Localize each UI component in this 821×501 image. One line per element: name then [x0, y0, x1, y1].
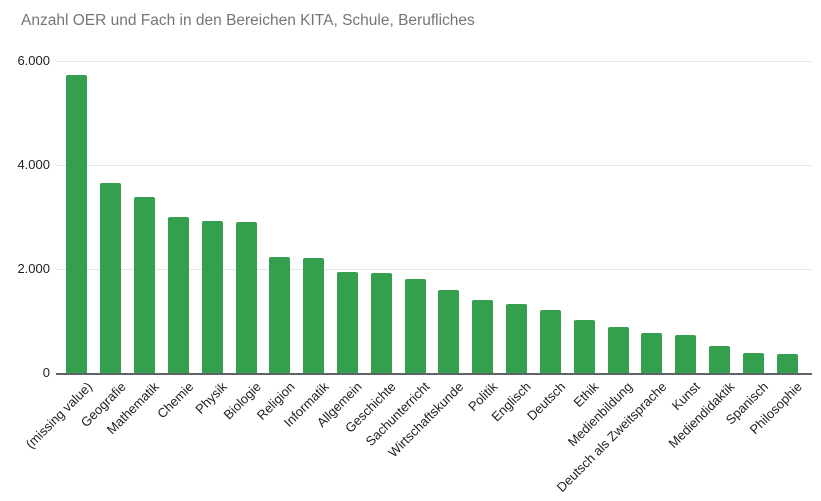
bar	[708, 345, 730, 373]
bar	[66, 74, 88, 373]
bar	[539, 309, 561, 373]
x-axis-label: Chemie	[153, 379, 196, 422]
bar	[675, 335, 697, 373]
gridline	[56, 165, 812, 166]
bar	[472, 300, 494, 373]
bar	[269, 256, 291, 373]
bar	[506, 303, 528, 373]
bar	[336, 272, 358, 373]
gridline	[56, 61, 812, 62]
bar	[167, 217, 189, 373]
y-axis-tick-label: 2.000	[17, 261, 50, 276]
bar	[134, 197, 156, 373]
bar	[607, 327, 629, 373]
y-axis-tick-label: 4.000	[17, 157, 50, 172]
y-axis-tick-label: 0	[42, 365, 50, 380]
bar	[303, 257, 325, 373]
y-axis-tick-label: 6.000	[17, 53, 50, 68]
bar	[404, 278, 426, 373]
bar	[742, 352, 764, 373]
bar	[201, 220, 223, 373]
chart-title: Anzahl OER und Fach in den Bereichen KIT…	[21, 12, 475, 29]
x-axis-baseline	[56, 373, 812, 375]
bar	[235, 222, 257, 373]
bar	[641, 332, 663, 373]
bar	[370, 273, 392, 373]
bar	[573, 320, 595, 373]
bar	[100, 183, 122, 373]
bar	[776, 354, 798, 373]
bar	[438, 289, 460, 373]
